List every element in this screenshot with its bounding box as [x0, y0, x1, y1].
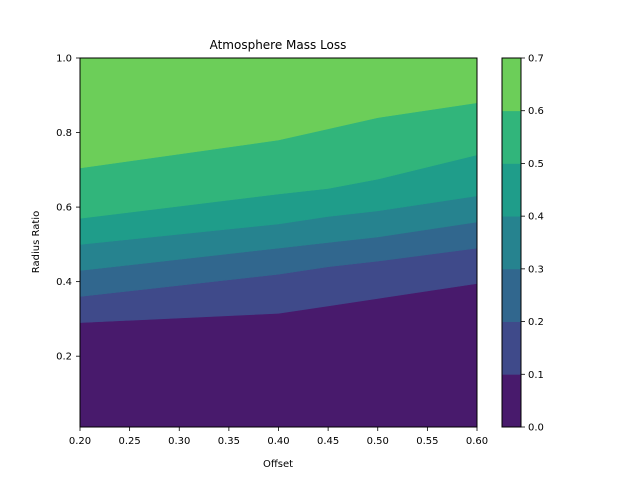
x-tick-label: 0.30	[168, 436, 190, 447]
colorbar-tick-label: 0.3	[528, 264, 544, 275]
colorbar-segment-6	[502, 58, 521, 112]
x-tick-label: 0.50	[367, 436, 389, 447]
y-tick-label: 0.8	[56, 128, 72, 139]
colorbar-tick-label: 0.0	[528, 423, 544, 434]
x-tick-label: 0.55	[416, 436, 438, 447]
y-tick-label: 0.4	[56, 277, 72, 288]
colorbar-segment-1	[502, 321, 521, 375]
contour-plot-area	[79, 57, 478, 428]
colorbar-tick-label: 0.5	[528, 159, 544, 170]
x-axis-label: Offset	[263, 459, 293, 470]
x-tick-label: 0.45	[317, 436, 339, 447]
x-tick-label: 0.20	[69, 436, 91, 447]
colorbar-segment-0	[502, 374, 521, 428]
colorbar-tick-label: 0.4	[528, 212, 544, 223]
colorbar-segment-3	[502, 216, 521, 270]
x-axis: 0.20 0.25 0.30 0.35 0.40 0.45 0.50 0.55 0.60	[69, 427, 488, 447]
colorbar-segment-5	[502, 110, 521, 164]
colorbar-tick-label: 0.7	[528, 54, 544, 65]
colorbar: 0.0 0.1 0.2 0.3 0.4 0.5 0.6 0.7	[501, 54, 544, 434]
chart-title: Atmosphere Mass Loss	[210, 38, 347, 52]
y-axis: 0.2 0.4 0.6 0.8 1.0	[56, 54, 80, 363]
colorbar-frame	[501, 57, 522, 428]
colorbar-tick-label: 0.2	[528, 317, 544, 328]
x-tick-label: 0.60	[466, 436, 488, 447]
y-tick-label: 1.0	[56, 54, 72, 65]
colorbar-tick-label: 0.1	[528, 370, 544, 381]
colorbar-segment-4	[502, 163, 521, 217]
y-tick-label: 0.6	[56, 203, 72, 214]
y-axis-label: Radius Ratio	[31, 211, 42, 273]
y-tick-label: 0.2	[56, 352, 72, 363]
colorbar-segment-2	[502, 268, 521, 322]
x-tick-label: 0.40	[267, 436, 289, 447]
x-tick-label: 0.35	[218, 436, 240, 447]
colorbar-tick-label: 0.6	[528, 106, 544, 117]
x-tick-label: 0.25	[118, 436, 140, 447]
